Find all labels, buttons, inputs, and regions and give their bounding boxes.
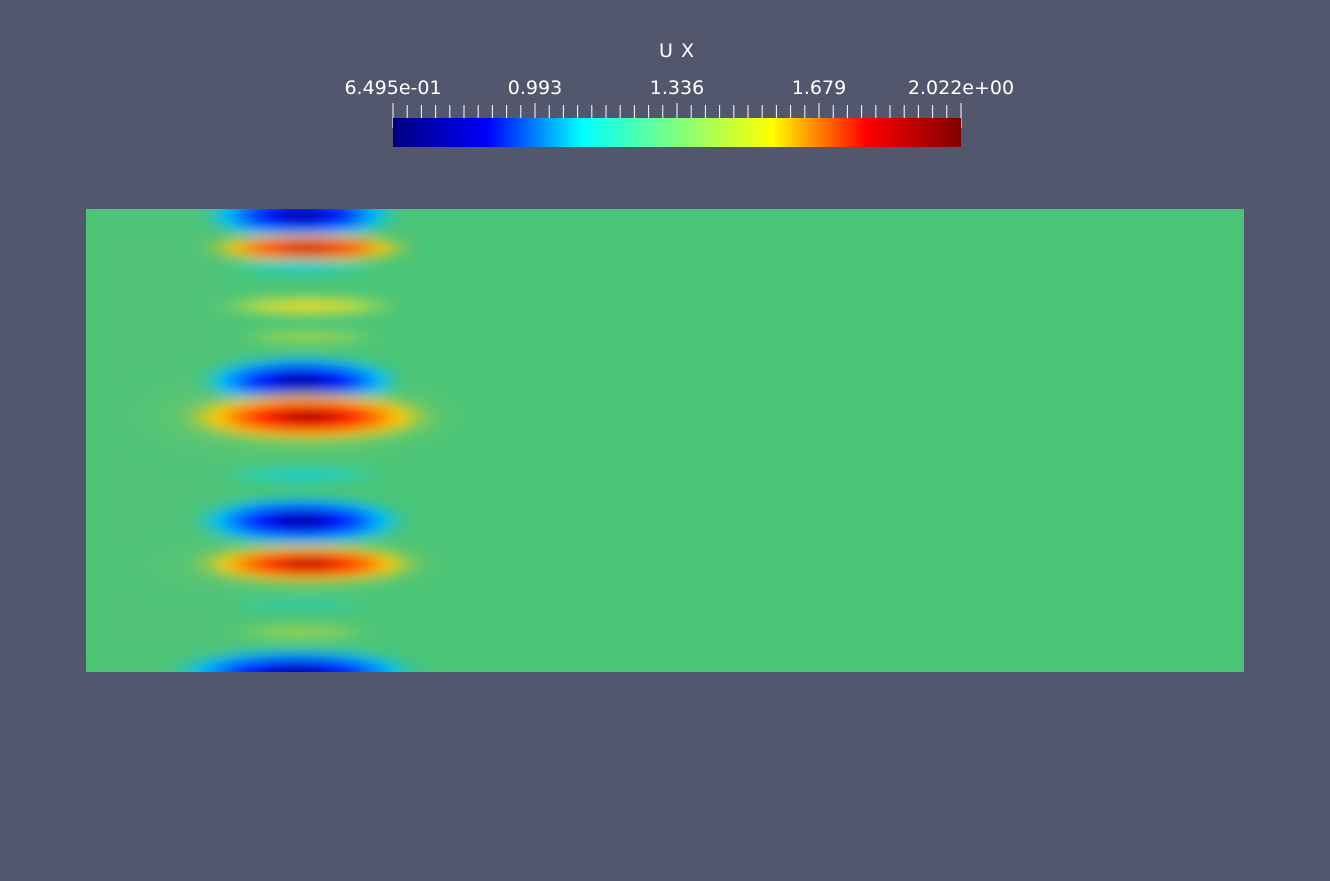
colorbar-max-label: 2.022e+00 — [907, 77, 1015, 99]
colorbar-min-label: 6.495e-01 — [344, 77, 442, 99]
scalar-field-plot — [86, 209, 1244, 672]
colorbar-gradient — [393, 118, 961, 147]
colorbar-title: U X — [659, 40, 695, 62]
colorbar-tick-label: 0.993 — [507, 77, 563, 99]
colorbar-tick-label: 1.679 — [791, 77, 847, 99]
colorbar-tick-label: 1.336 — [649, 77, 705, 99]
